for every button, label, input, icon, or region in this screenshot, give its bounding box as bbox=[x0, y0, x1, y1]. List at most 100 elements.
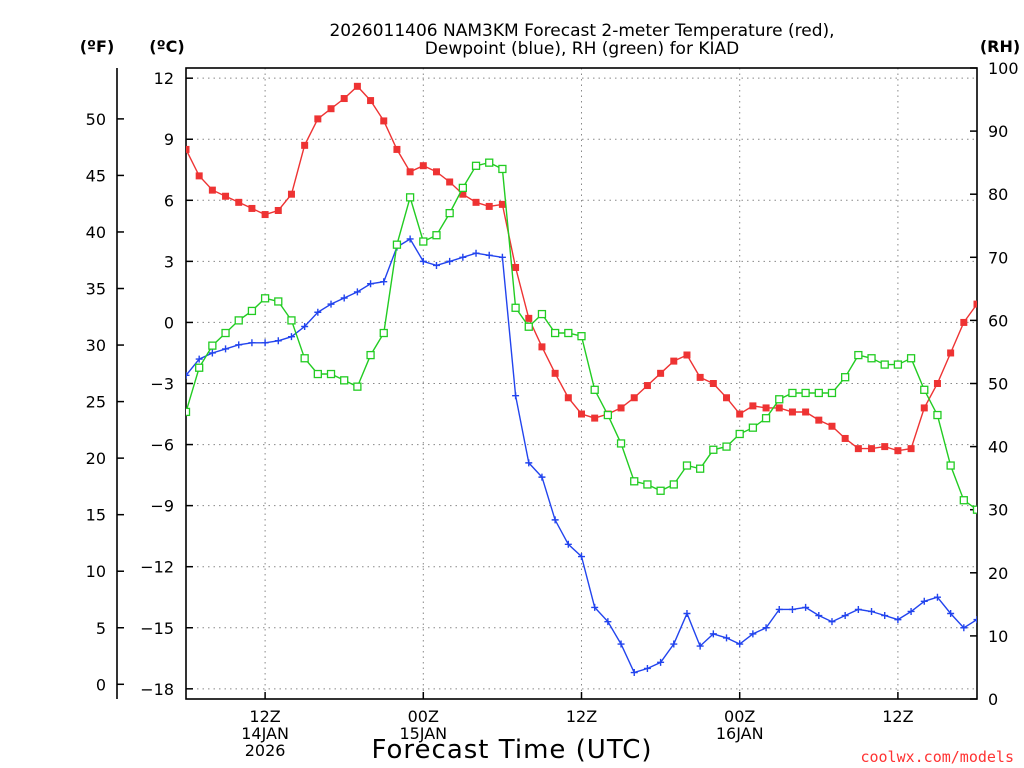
rh-point bbox=[972, 505, 977, 514]
rh-point bbox=[854, 350, 863, 360]
celsius-tick-label: 6 bbox=[164, 191, 174, 210]
temperature-point bbox=[868, 445, 876, 453]
fahrenheit-tick-label: 10 bbox=[86, 562, 106, 581]
rh-tick-label: 20 bbox=[988, 564, 1008, 583]
rh-point bbox=[458, 183, 468, 193]
rh-point bbox=[366, 350, 375, 360]
rh-point bbox=[340, 376, 349, 385]
rh-point bbox=[445, 208, 454, 218]
temperature-point bbox=[235, 198, 243, 206]
dewpoint-point bbox=[195, 355, 203, 363]
source-credit: coolwx.com/models bbox=[860, 748, 1014, 766]
temperature-point bbox=[340, 95, 348, 103]
temperature-point bbox=[907, 445, 915, 453]
data-series bbox=[186, 82, 977, 677]
dewpoint-point bbox=[222, 345, 230, 353]
temperature-point bbox=[512, 263, 520, 271]
rh-point bbox=[498, 164, 507, 174]
fahrenheit-tick-label: 5 bbox=[96, 619, 106, 638]
rh-tick-label: 70 bbox=[988, 248, 1008, 267]
dewpoint-point bbox=[208, 349, 216, 357]
dewpoint-point bbox=[512, 392, 520, 400]
dewpoint-point bbox=[762, 624, 770, 632]
rh-point bbox=[788, 388, 797, 398]
temperature-point bbox=[947, 349, 955, 357]
dewpoint-point bbox=[670, 640, 678, 648]
x-tick-label: 00Z bbox=[408, 707, 439, 726]
temperature-point bbox=[222, 192, 230, 200]
temperature-point bbox=[248, 204, 256, 212]
dewpoint-point bbox=[630, 669, 638, 677]
dewpoint-point bbox=[578, 553, 585, 561]
fahrenheit-tick-label: 50 bbox=[86, 110, 106, 129]
fahrenheit-tick-label: 45 bbox=[86, 166, 106, 185]
temperature-point bbox=[353, 82, 361, 90]
dewpoint-point bbox=[432, 261, 440, 269]
dewpoint-point bbox=[301, 323, 309, 331]
dewpoint-point bbox=[854, 605, 862, 613]
rh-point bbox=[564, 328, 573, 338]
rh-point bbox=[234, 316, 243, 325]
dewpoint-point bbox=[459, 253, 467, 261]
rh-point bbox=[537, 309, 547, 319]
celsius-tick-label: 9 bbox=[164, 130, 174, 149]
rh-point bbox=[920, 385, 929, 394]
rh-point bbox=[735, 429, 744, 439]
temperature-point bbox=[406, 168, 414, 176]
rh-point bbox=[959, 496, 968, 505]
dewpoint-point bbox=[327, 300, 335, 308]
rh-point bbox=[814, 388, 823, 398]
temperature-point bbox=[775, 404, 783, 412]
rh-point bbox=[260, 294, 270, 303]
temperature-point bbox=[186, 145, 190, 153]
rh-series bbox=[186, 158, 977, 514]
rh-point bbox=[524, 322, 533, 331]
dewpoint-point bbox=[287, 333, 295, 341]
temperature-point bbox=[498, 200, 506, 208]
rh-point bbox=[392, 240, 402, 249]
dewpoint-point bbox=[815, 612, 823, 620]
x-tick-label: 2026 bbox=[245, 741, 286, 760]
celsius-unit-label: (ºC) bbox=[149, 37, 184, 56]
rh-point bbox=[669, 480, 678, 489]
grid-lines bbox=[186, 68, 977, 699]
dewpoint-point bbox=[367, 280, 375, 288]
temperature-point bbox=[208, 186, 216, 194]
rh-point bbox=[300, 354, 309, 363]
dewpoint-point bbox=[775, 605, 783, 613]
rh-point bbox=[906, 354, 916, 363]
rh-point bbox=[221, 328, 230, 338]
dewpoint-point bbox=[274, 337, 282, 345]
rh-point bbox=[603, 410, 613, 420]
celsius-tick-label: 12 bbox=[154, 69, 174, 88]
dewpoint-point bbox=[696, 642, 704, 650]
fahrenheit-tick-label: 30 bbox=[86, 336, 106, 355]
dewpoint-point bbox=[235, 341, 243, 349]
rh-point bbox=[630, 477, 639, 486]
rh-tick-label: 0 bbox=[988, 690, 998, 709]
fahrenheit-tick-label: 25 bbox=[86, 393, 106, 412]
dewpoint-point bbox=[736, 640, 744, 648]
temperature-point bbox=[472, 198, 480, 206]
x-axis-title: Forecast Time (UTC) bbox=[371, 735, 652, 765]
rh-point bbox=[326, 369, 336, 379]
rh-tick-label: 10 bbox=[988, 627, 1008, 646]
celsius-tick-label: −18 bbox=[140, 680, 174, 699]
rh-tick-label: 100 bbox=[988, 59, 1019, 78]
dewpoint-point bbox=[498, 253, 506, 261]
dewpoint-point bbox=[683, 610, 691, 618]
rh-point bbox=[405, 193, 415, 202]
rh-point bbox=[827, 388, 837, 398]
dewpoint-point bbox=[380, 278, 388, 286]
celsius-tick-label: −12 bbox=[140, 558, 174, 577]
temperature-point bbox=[538, 343, 546, 351]
axes bbox=[116, 67, 978, 700]
temperature-point bbox=[591, 414, 599, 422]
temperature-point bbox=[459, 190, 467, 198]
rh-point bbox=[353, 382, 362, 391]
dewpoint-point bbox=[802, 603, 810, 611]
rh-point bbox=[933, 410, 942, 420]
temperature-point bbox=[815, 416, 823, 424]
temperature-point bbox=[841, 434, 849, 442]
